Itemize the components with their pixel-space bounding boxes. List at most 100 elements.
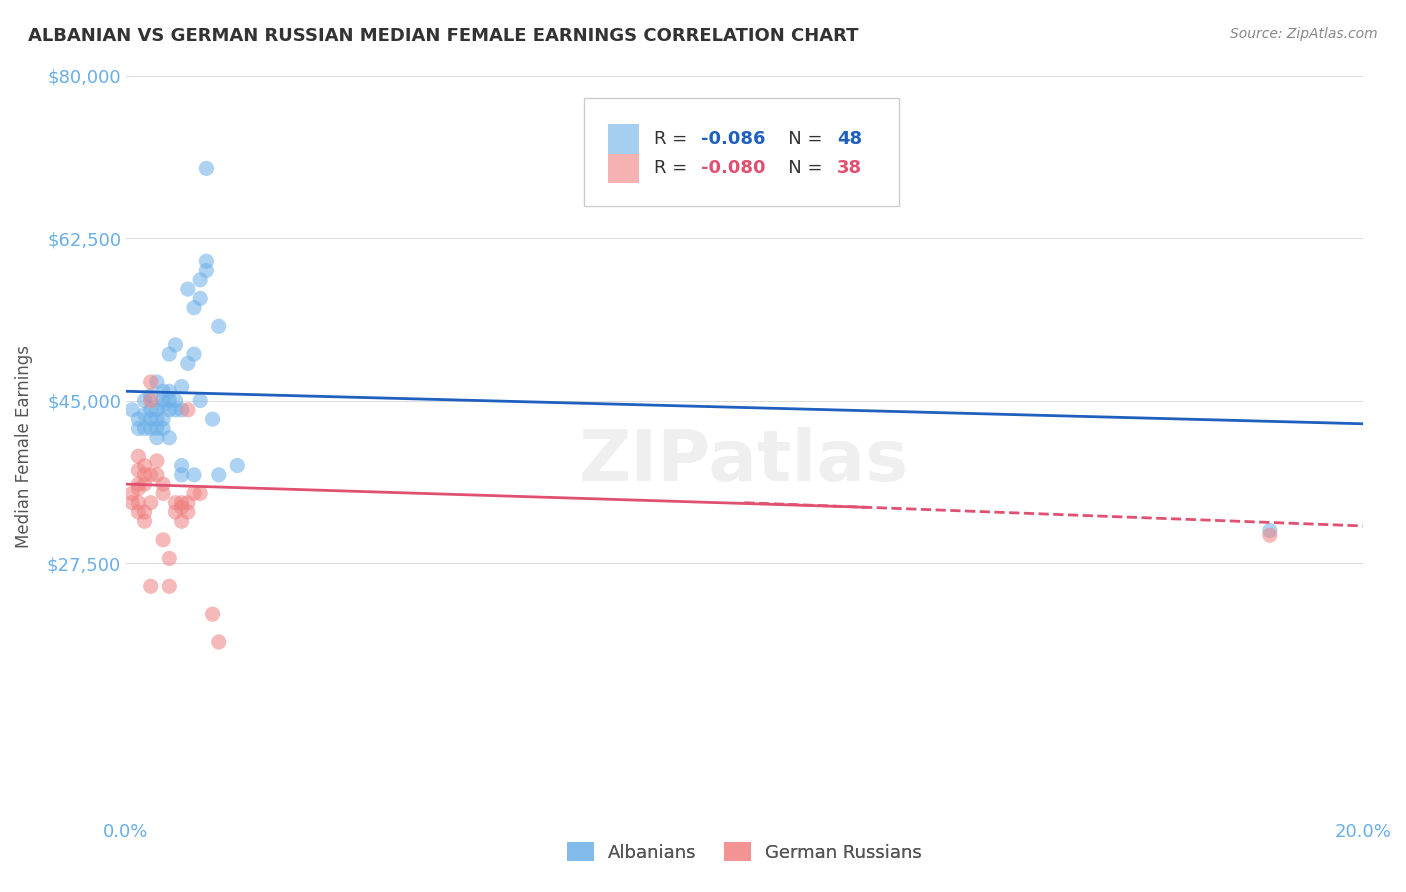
Point	[146, 402, 169, 417]
Point	[1258, 524, 1281, 538]
Point	[157, 384, 180, 399]
Point	[226, 458, 249, 473]
Point	[157, 402, 180, 417]
Point	[170, 402, 193, 417]
Y-axis label: Median Female Earnings: Median Female Earnings	[15, 345, 32, 549]
Point	[127, 421, 149, 435]
Point	[127, 482, 149, 496]
Point	[121, 486, 143, 500]
Point	[157, 393, 180, 408]
Point	[170, 379, 193, 393]
Point	[139, 375, 162, 389]
Point	[146, 454, 169, 468]
Point	[134, 458, 156, 473]
Point	[152, 486, 174, 500]
Point	[208, 467, 231, 482]
Point	[208, 635, 231, 649]
Point	[134, 467, 156, 482]
Point	[134, 514, 156, 528]
Point	[146, 421, 169, 435]
Point	[139, 421, 162, 435]
Point	[134, 505, 156, 519]
Point	[188, 273, 211, 287]
Point	[134, 408, 156, 422]
Point	[121, 402, 143, 417]
Point	[139, 496, 162, 510]
FancyBboxPatch shape	[609, 153, 640, 183]
FancyBboxPatch shape	[583, 98, 898, 205]
Text: ZIPatlas: ZIPatlas	[579, 427, 910, 496]
Text: R =: R =	[654, 129, 693, 148]
Point	[157, 579, 180, 593]
Point	[188, 393, 211, 408]
Point	[152, 477, 174, 491]
Point	[152, 421, 174, 435]
Point	[146, 375, 169, 389]
Text: -0.080: -0.080	[702, 160, 765, 178]
Point	[170, 496, 193, 510]
Point	[139, 393, 162, 408]
Text: N =: N =	[772, 160, 828, 178]
Point	[157, 431, 180, 445]
Text: R =: R =	[654, 160, 693, 178]
Text: Source: ZipAtlas.com: Source: ZipAtlas.com	[1230, 27, 1378, 41]
Point	[139, 467, 162, 482]
Point	[201, 607, 224, 622]
Point	[157, 551, 180, 566]
Point	[170, 500, 193, 515]
Point	[146, 431, 169, 445]
Point	[183, 301, 205, 315]
Point	[177, 356, 200, 370]
Text: 48: 48	[837, 129, 862, 148]
Point	[127, 477, 149, 491]
Point	[165, 496, 187, 510]
Point	[195, 161, 218, 176]
Point	[188, 292, 211, 306]
Point	[183, 467, 205, 482]
Point	[201, 412, 224, 426]
Point	[127, 463, 149, 477]
Point	[146, 467, 169, 482]
Point	[170, 467, 193, 482]
Point	[152, 412, 174, 426]
Point	[165, 393, 187, 408]
Point	[152, 393, 174, 408]
Point	[165, 402, 187, 417]
Point	[195, 263, 218, 277]
Point	[165, 505, 187, 519]
Point	[177, 402, 200, 417]
FancyBboxPatch shape	[609, 124, 640, 153]
Point	[127, 505, 149, 519]
Point	[139, 402, 162, 417]
Point	[127, 412, 149, 426]
Text: -0.086: -0.086	[702, 129, 765, 148]
Point	[134, 421, 156, 435]
Point	[139, 389, 162, 403]
Point	[165, 338, 187, 352]
Point	[177, 282, 200, 296]
Point	[1258, 528, 1281, 542]
Point	[152, 398, 174, 412]
Point	[170, 514, 193, 528]
Point	[146, 412, 169, 426]
Text: ALBANIAN VS GERMAN RUSSIAN MEDIAN FEMALE EARNINGS CORRELATION CHART: ALBANIAN VS GERMAN RUSSIAN MEDIAN FEMALE…	[28, 27, 859, 45]
Point	[139, 412, 162, 426]
Text: N =: N =	[772, 129, 828, 148]
Point	[152, 384, 174, 399]
Text: 38: 38	[837, 160, 862, 178]
Point	[134, 393, 156, 408]
Point	[183, 347, 205, 361]
Point	[183, 486, 205, 500]
Point	[127, 496, 149, 510]
Point	[170, 458, 193, 473]
Point	[152, 533, 174, 547]
Point	[157, 347, 180, 361]
Point	[134, 477, 156, 491]
Point	[188, 486, 211, 500]
Point	[177, 496, 200, 510]
Point	[127, 450, 149, 464]
Point	[177, 505, 200, 519]
Point	[195, 254, 218, 268]
Point	[121, 496, 143, 510]
Point	[208, 319, 231, 334]
